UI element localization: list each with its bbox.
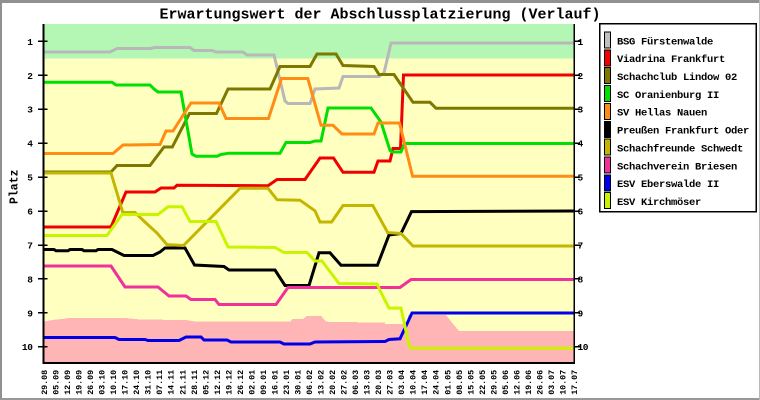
svg-text:2: 2 <box>578 71 584 82</box>
svg-text:5: 5 <box>578 173 584 184</box>
svg-text:3: 3 <box>578 105 584 116</box>
svg-text:8: 8 <box>27 274 33 285</box>
svg-text:5: 5 <box>27 173 33 184</box>
svg-text:03.04: 03.04 <box>397 370 407 395</box>
svg-text:8: 8 <box>578 274 584 285</box>
svg-text:1: 1 <box>27 37 33 48</box>
svg-text:29.05: 29.05 <box>489 370 499 395</box>
svg-text:08.05: 08.05 <box>455 370 465 395</box>
svg-text:Viadrina Frankfurt: Viadrina Frankfurt <box>617 54 725 66</box>
svg-text:10.04: 10.04 <box>409 370 419 395</box>
svg-text:24.04: 24.04 <box>432 370 442 395</box>
svg-text:05.06: 05.06 <box>501 370 511 395</box>
svg-text:13.02: 13.02 <box>317 370 327 395</box>
svg-text:2: 2 <box>27 71 33 82</box>
svg-text:9: 9 <box>578 308 584 319</box>
svg-text:30.01: 30.01 <box>293 370 303 395</box>
svg-text:27.03: 27.03 <box>386 370 396 395</box>
svg-text:24.10: 24.10 <box>132 370 142 395</box>
svg-text:27.02: 27.02 <box>340 370 350 395</box>
svg-text:07.11: 07.11 <box>155 370 165 395</box>
svg-text:05.09: 05.09 <box>52 370 62 395</box>
svg-text:ESV Eberswalde II: ESV Eberswalde II <box>617 179 719 191</box>
svg-text:10: 10 <box>22 342 33 353</box>
svg-text:17.10: 17.10 <box>121 370 131 395</box>
svg-text:4: 4 <box>578 139 584 150</box>
svg-text:3: 3 <box>27 105 33 116</box>
svg-text:6: 6 <box>578 206 584 217</box>
svg-text:06.03: 06.03 <box>351 370 361 395</box>
svg-text:06.02: 06.02 <box>305 370 315 395</box>
svg-text:28.11: 28.11 <box>190 370 200 395</box>
svg-text:20.02: 20.02 <box>328 370 338 395</box>
svg-text:ESV Kirchmöser: ESV Kirchmöser <box>617 197 701 209</box>
svg-text:14.11: 14.11 <box>167 370 177 395</box>
svg-text:23.01: 23.01 <box>282 370 292 395</box>
svg-text:12.06: 12.06 <box>512 370 522 395</box>
svg-text:17.07: 17.07 <box>570 370 580 395</box>
svg-text:SC Oranienburg II: SC Oranienburg II <box>617 90 719 102</box>
svg-text:BSG Fürstenwalde: BSG Fürstenwalde <box>617 36 713 48</box>
svg-text:10: 10 <box>578 342 589 353</box>
svg-text:26.12: 26.12 <box>236 370 246 395</box>
svg-text:9: 9 <box>27 308 33 319</box>
svg-text:09.01: 09.01 <box>259 370 269 395</box>
svg-text:Platz: Platz <box>9 169 22 204</box>
svg-text:10.10: 10.10 <box>109 370 119 395</box>
svg-text:19.06: 19.06 <box>524 370 534 395</box>
svg-text:31.10: 31.10 <box>144 370 154 395</box>
svg-text:Preußen Frankfurt Oder: Preußen Frankfurt Oder <box>617 126 749 138</box>
svg-text:21.11: 21.11 <box>178 370 188 395</box>
svg-text:6: 6 <box>27 206 33 217</box>
svg-text:7: 7 <box>578 240 584 251</box>
svg-text:26.06: 26.06 <box>535 370 545 395</box>
svg-text:20.03: 20.03 <box>374 370 384 395</box>
svg-text:26.09: 26.09 <box>86 370 96 395</box>
svg-text:Erwartungswert der Abschlusspl: Erwartungswert der Abschlussplatzierung … <box>159 7 600 24</box>
svg-text:02.01: 02.01 <box>247 370 257 395</box>
svg-text:05.12: 05.12 <box>201 370 211 395</box>
svg-text:4: 4 <box>27 139 33 150</box>
svg-text:Schachclub Lindow 02: Schachclub Lindow 02 <box>617 72 737 84</box>
svg-text:03.10: 03.10 <box>98 370 108 395</box>
svg-text:29.08: 29.08 <box>40 370 50 395</box>
svg-text:22.05: 22.05 <box>478 370 488 395</box>
svg-text:Schachverein Briesen: Schachverein Briesen <box>617 161 737 173</box>
svg-text:7: 7 <box>27 240 33 251</box>
svg-text:13.03: 13.03 <box>363 370 373 395</box>
svg-text:03.07: 03.07 <box>547 370 557 395</box>
svg-text:12.09: 12.09 <box>63 370 73 395</box>
svg-text:17.04: 17.04 <box>420 370 430 395</box>
svg-text:15.05: 15.05 <box>466 370 476 395</box>
svg-text:01.05: 01.05 <box>443 370 453 395</box>
svg-text:Schachfreunde Schwedt: Schachfreunde Schwedt <box>617 144 743 156</box>
svg-text:16.01: 16.01 <box>270 370 280 395</box>
svg-text:12.12: 12.12 <box>213 370 223 395</box>
svg-text:19.09: 19.09 <box>75 370 85 395</box>
svg-text:19.12: 19.12 <box>224 370 234 395</box>
svg-text:10.07: 10.07 <box>558 370 568 395</box>
svg-text:SV Hellas Nauen: SV Hellas Nauen <box>617 108 707 120</box>
svg-text:1: 1 <box>578 37 584 48</box>
